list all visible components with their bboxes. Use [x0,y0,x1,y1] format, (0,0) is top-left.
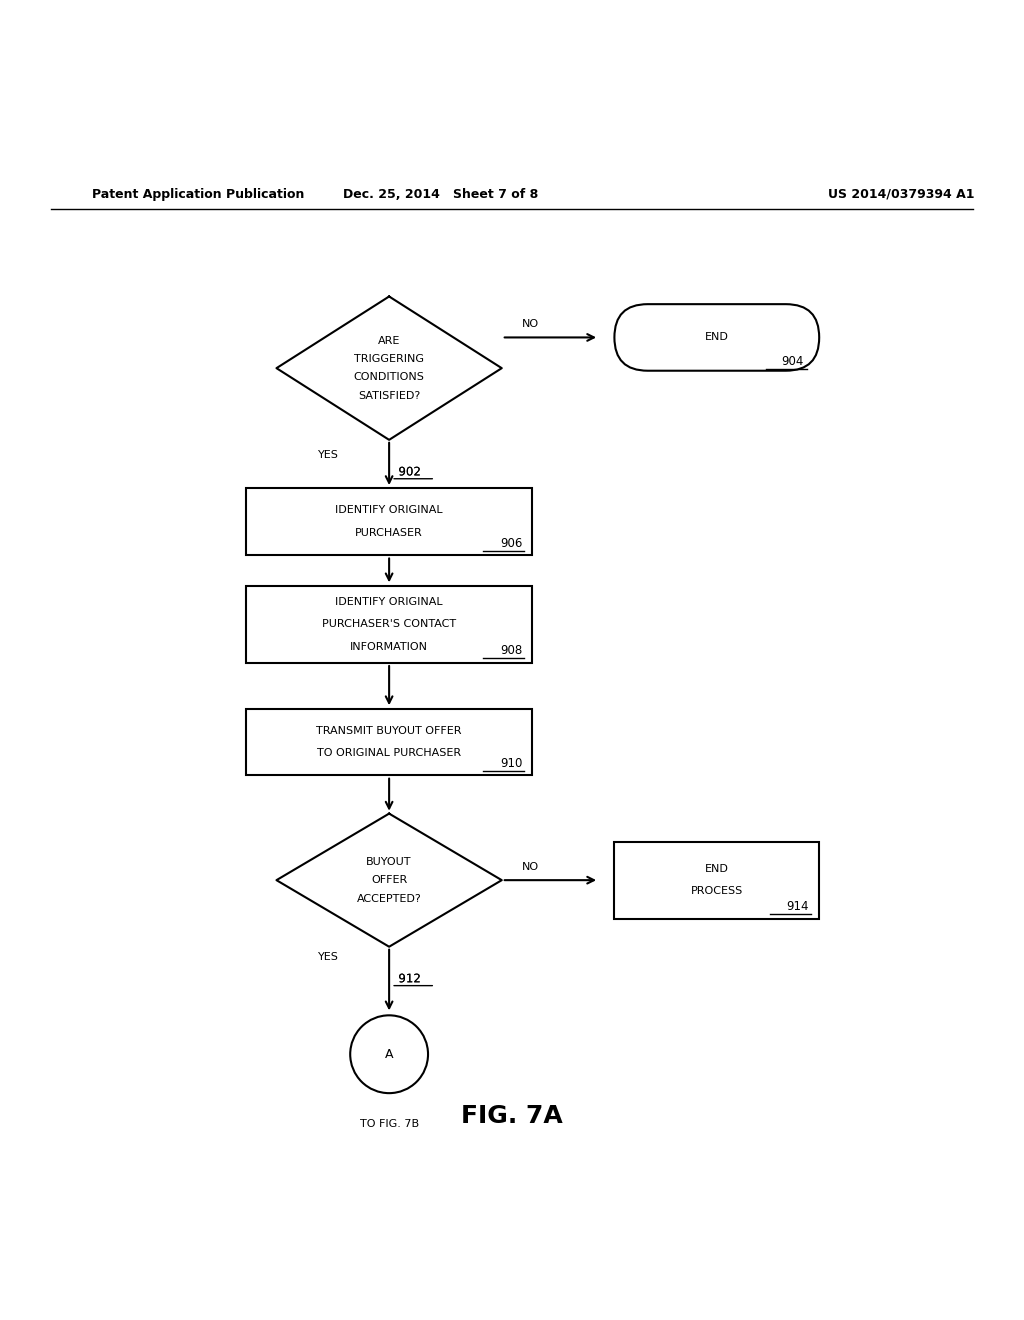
FancyBboxPatch shape [614,842,819,919]
Text: US 2014/0379394 A1: US 2014/0379394 A1 [827,187,975,201]
Text: TO ORIGINAL PURCHASER: TO ORIGINAL PURCHASER [317,748,461,758]
Text: CONDITIONS: CONDITIONS [353,372,425,383]
Text: NO: NO [522,862,540,873]
Text: A: A [385,1048,393,1061]
Text: INFORMATION: INFORMATION [350,642,428,652]
Text: YES: YES [318,450,339,461]
FancyBboxPatch shape [246,586,532,663]
Text: PROCESS: PROCESS [690,887,743,896]
Text: IDENTIFY ORIGINAL: IDENTIFY ORIGINAL [335,597,443,607]
Text: FIG. 7A: FIG. 7A [461,1104,563,1127]
Text: TO FIG. 7B: TO FIG. 7B [360,1119,420,1129]
Text: ARE: ARE [378,335,400,346]
Text: 910: 910 [500,758,522,770]
FancyBboxPatch shape [614,304,819,371]
Text: SATISFIED?: SATISFIED? [358,391,420,401]
Text: Patent Application Publication: Patent Application Publication [92,187,304,201]
Text: TRIGGERING: TRIGGERING [354,354,424,364]
Text: 908: 908 [500,644,522,657]
FancyBboxPatch shape [246,709,532,775]
Text: END: END [705,333,729,342]
Text: Dec. 25, 2014   Sheet 7 of 8: Dec. 25, 2014 Sheet 7 of 8 [343,187,538,201]
Text: 902: 902 [398,466,421,478]
Text: 906: 906 [500,537,522,550]
Text: 914: 914 [786,900,809,913]
Text: PURCHASER: PURCHASER [355,528,423,539]
Text: TRANSMIT BUYOUT OFFER: TRANSMIT BUYOUT OFFER [316,726,462,735]
Text: 912: 912 [398,973,421,985]
Text: OFFER: OFFER [371,875,408,886]
Text: NO: NO [522,319,540,329]
Text: BUYOUT: BUYOUT [367,857,412,867]
Text: IDENTIFY ORIGINAL: IDENTIFY ORIGINAL [335,506,443,516]
FancyBboxPatch shape [246,488,532,554]
Text: YES: YES [318,952,339,962]
Text: PURCHASER'S CONTACT: PURCHASER'S CONTACT [323,619,456,630]
Text: END: END [705,863,729,874]
Text: ACCEPTED?: ACCEPTED? [356,894,422,904]
Text: 904: 904 [781,355,804,368]
